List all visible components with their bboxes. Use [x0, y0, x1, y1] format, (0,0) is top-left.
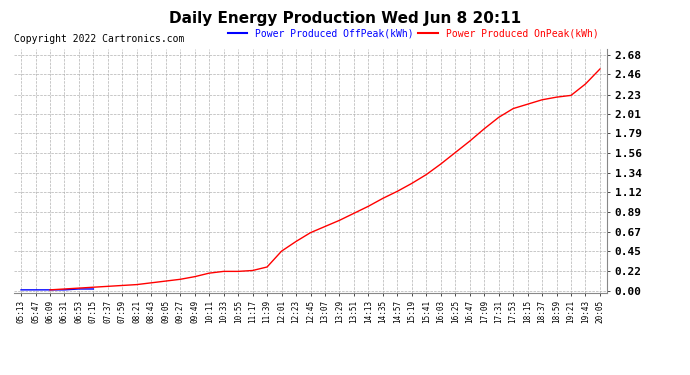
Legend: Power Produced OffPeak(kWh), Power Produced OnPeak(kWh): Power Produced OffPeak(kWh), Power Produ… [224, 24, 602, 42]
Text: Daily Energy Production Wed Jun 8 20:11: Daily Energy Production Wed Jun 8 20:11 [169, 11, 521, 26]
Text: Copyright 2022 Cartronics.com: Copyright 2022 Cartronics.com [14, 34, 184, 44]
